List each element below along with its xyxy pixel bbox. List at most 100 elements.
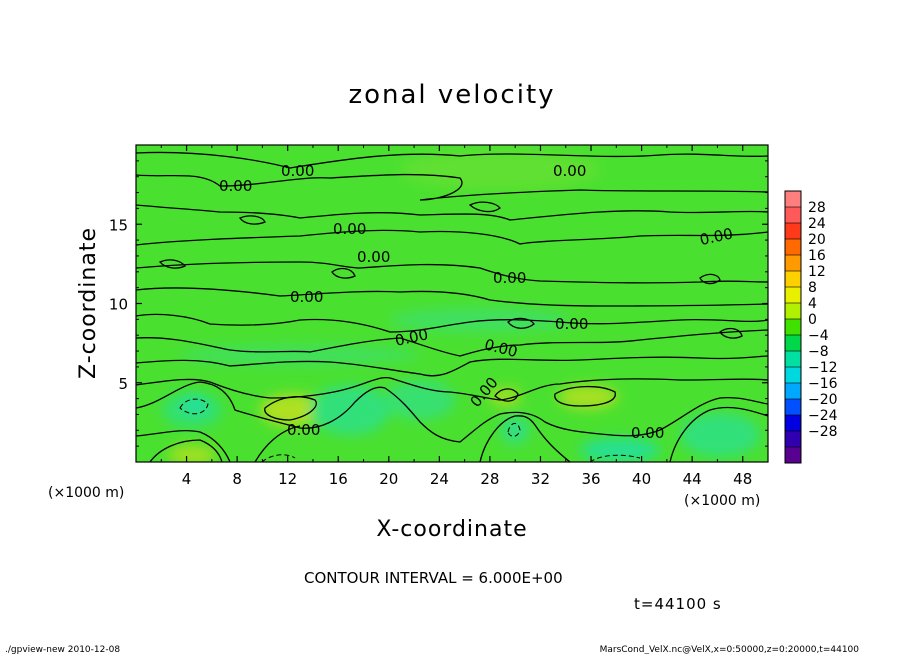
x-tick-label: 20 xyxy=(379,470,398,488)
colorbar-segment xyxy=(785,191,801,208)
y-tick-label: 5 xyxy=(118,375,128,393)
contour-label: 0.00 xyxy=(357,248,390,266)
contour-line xyxy=(264,396,317,421)
footer-left: ./gpview-new 2010-12-08 xyxy=(5,645,120,654)
contour-label: 0.00 xyxy=(553,162,586,180)
dashed-contour xyxy=(179,398,209,415)
cool-region xyxy=(580,438,660,462)
contour-line xyxy=(331,267,356,279)
y-tick-label: 15 xyxy=(109,216,128,234)
contour-line xyxy=(239,215,266,225)
x-tick-label: 48 xyxy=(733,470,752,488)
chart-title: zonal velocity xyxy=(348,80,555,110)
contour-line xyxy=(136,261,768,284)
colorbar-segment xyxy=(785,335,801,352)
contour-line xyxy=(136,355,768,377)
contour-line xyxy=(494,388,519,402)
contour-line xyxy=(136,313,768,333)
colorbar-label: −12 xyxy=(808,360,838,376)
contour-line xyxy=(699,273,721,285)
colorbar-label: 28 xyxy=(808,200,826,216)
cool-region xyxy=(180,345,420,365)
contour-label: 0.00 xyxy=(555,315,588,333)
time-label: t=44100 s xyxy=(634,595,722,613)
colorbar-label: −4 xyxy=(808,328,829,344)
warm-region xyxy=(558,385,618,409)
colorbar-segment xyxy=(785,431,801,448)
contour-label: 0.00 xyxy=(631,424,664,442)
contour-label: 0.00 xyxy=(281,162,314,180)
colorbar-segment xyxy=(785,239,801,256)
contour-line xyxy=(136,204,768,221)
contour-line xyxy=(136,287,768,307)
x-tick-label: 12 xyxy=(278,470,297,488)
contour-line xyxy=(136,376,768,401)
x-tick-label: 40 xyxy=(632,470,651,488)
colorbar-label: −20 xyxy=(808,392,838,408)
colorbar-segment xyxy=(785,351,801,368)
warm-region xyxy=(489,387,521,407)
contour-line xyxy=(468,201,501,213)
contour-label: 0.00 xyxy=(287,421,320,439)
contour-line xyxy=(136,381,768,443)
colorbar-segment xyxy=(785,399,801,416)
colorbar-label: 0 xyxy=(808,312,817,328)
colorbar-label: 8 xyxy=(808,280,817,296)
cool-region xyxy=(310,385,390,435)
colorbar-frame xyxy=(784,190,802,464)
colorbar-segment xyxy=(785,303,801,320)
x-axis: 4 8 12 16 20 24 28 32 36 40 44 48 xyxy=(160,145,752,488)
x-tick-label: 32 xyxy=(531,470,550,488)
contour-interval: CONTOUR INTERVAL = 6.000E+00 xyxy=(304,569,563,587)
colorbar-label: −8 xyxy=(808,344,829,360)
x-tick-label: 36 xyxy=(581,470,600,488)
contour-line xyxy=(136,151,768,169)
colorbar-segment xyxy=(785,367,801,384)
colorbar-segment xyxy=(785,447,801,464)
x-tick-label: 16 xyxy=(329,470,348,488)
warm-region xyxy=(168,445,216,462)
contour-label: 0.00 xyxy=(219,177,252,195)
x-tick-label: 24 xyxy=(430,470,449,488)
colorbar-segment xyxy=(785,207,801,224)
contour-line xyxy=(136,430,231,462)
contour-lines xyxy=(136,151,768,462)
y-axis-title: Z-coordinate xyxy=(76,227,101,379)
field-background xyxy=(136,145,768,462)
x-axis-units-right: (×1000 m) xyxy=(684,493,760,509)
x-tick-label: 44 xyxy=(683,470,702,488)
dashed-contours xyxy=(179,398,641,462)
dashed-contour xyxy=(507,423,521,437)
cool-region xyxy=(390,308,570,332)
contour-label: 0.00 xyxy=(493,269,526,287)
contour-line xyxy=(158,259,187,269)
colorbar-label: −24 xyxy=(808,408,838,424)
colorbar-segment xyxy=(785,319,801,336)
contour-line xyxy=(479,415,571,462)
contour-line xyxy=(507,317,535,329)
warm-region xyxy=(400,150,600,190)
x-tick-label: 8 xyxy=(232,470,242,488)
contour-labels: 0.00 0.00 0.00 0.00 0.00 0.00 0.00 0.00 … xyxy=(219,162,735,442)
x-tick-label: 28 xyxy=(480,470,499,488)
x-tick-label: 4 xyxy=(182,470,192,488)
x-axis-title: X-coordinate xyxy=(376,517,527,542)
colorbar-segment xyxy=(785,383,801,400)
colorbar-label: −28 xyxy=(808,424,838,440)
y-tick-label: 10 xyxy=(109,296,128,314)
contour-label: 0.00 xyxy=(333,220,366,238)
colorbar-label: −16 xyxy=(808,376,838,392)
cool-region xyxy=(680,413,760,457)
contour-line xyxy=(149,439,223,462)
colorbar-label: 12 xyxy=(808,264,826,280)
contour-line xyxy=(554,385,616,407)
dashed-contour xyxy=(589,454,641,462)
cool-region xyxy=(501,416,529,444)
contour-line xyxy=(719,327,743,339)
colorbar-segment xyxy=(785,415,801,432)
cool-region xyxy=(385,380,455,420)
x-axis-units-left: (×1000 m) xyxy=(48,485,124,501)
colorbar-label: 24 xyxy=(808,216,826,232)
